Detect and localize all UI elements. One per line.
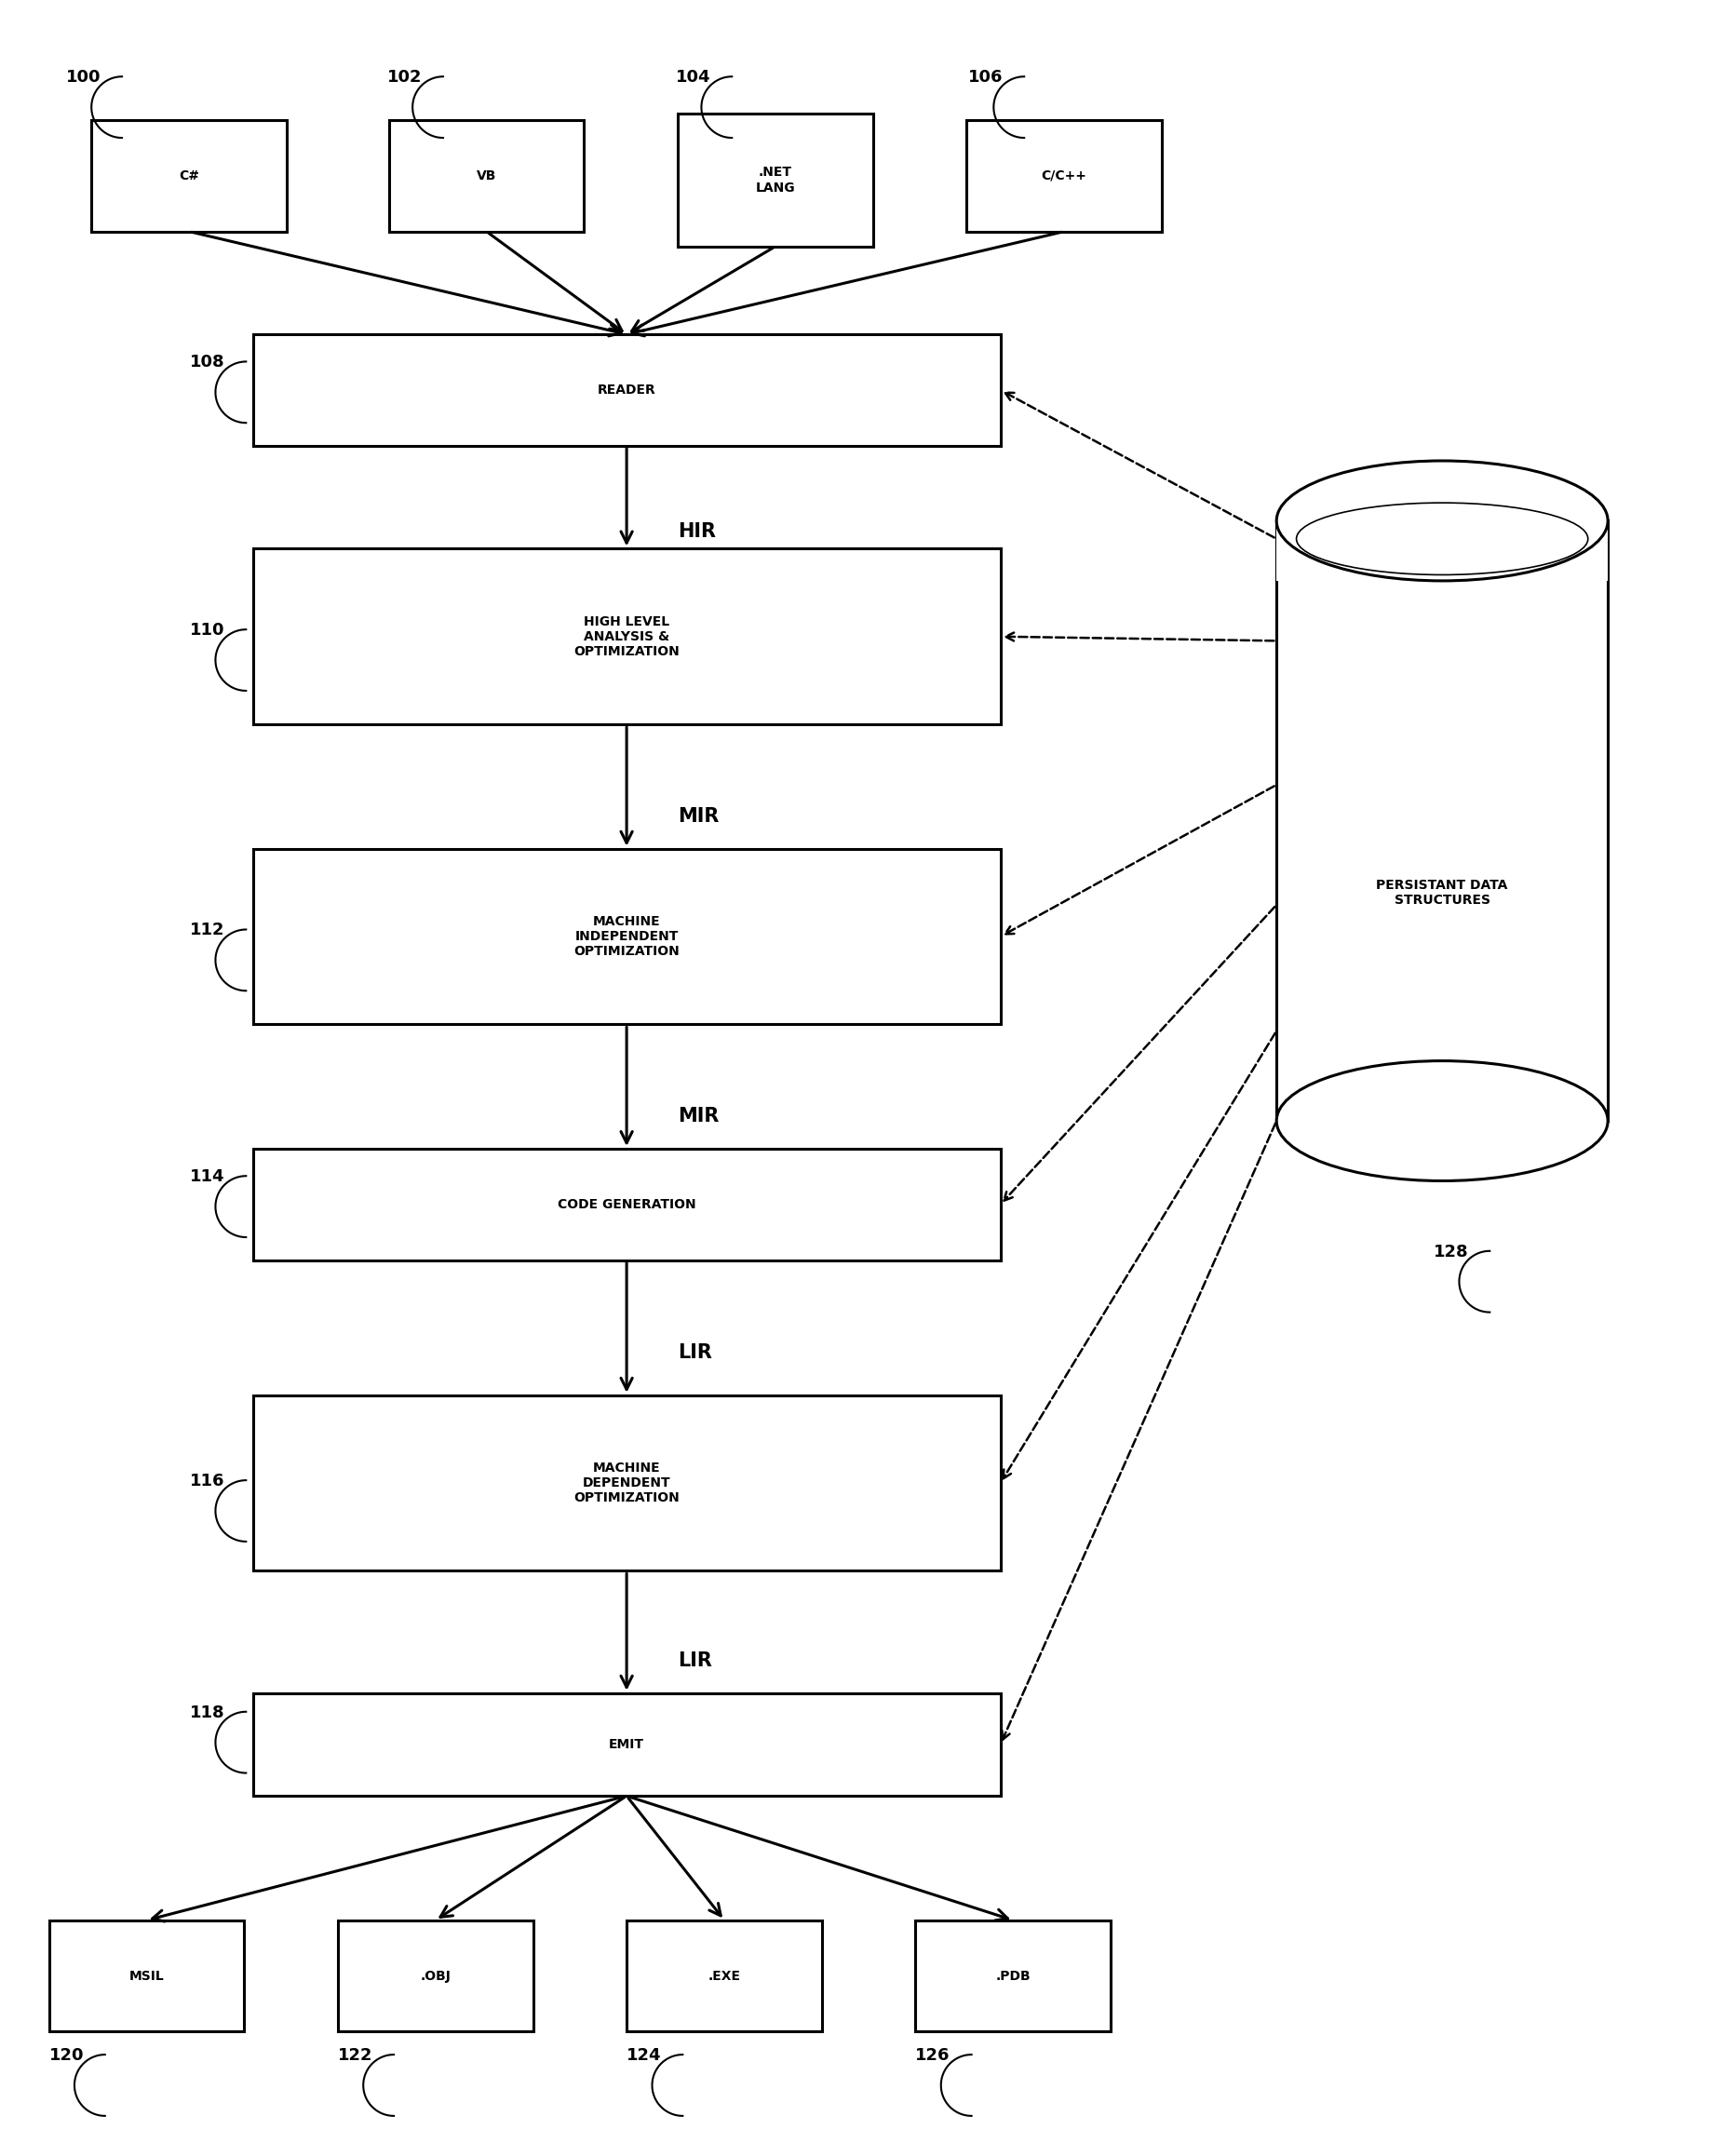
Text: 126: 126 [916, 2046, 950, 2063]
Bar [253, 548, 1000, 724]
Text: 122: 122 [337, 2046, 373, 2063]
Text: LIR: LIR [678, 1651, 712, 1671]
Text: LIR: LIR [678, 1343, 712, 1363]
Text: 116: 116 [190, 1473, 224, 1490]
Text: 120: 120 [50, 2046, 84, 2063]
Bar [253, 334, 1000, 446]
Text: 108: 108 [190, 354, 224, 371]
Text: 100: 100 [67, 69, 101, 86]
Text: MIR: MIR [678, 806, 719, 826]
Text: HIR: HIR [678, 522, 716, 541]
Text: .EXE: .EXE [709, 1968, 741, 1984]
Text: HIGH LEVEL
ANALYSIS &
OPTIMIZATION: HIGH LEVEL ANALYSIS & OPTIMIZATION [574, 614, 680, 658]
Bar [916, 1921, 1111, 2031]
Text: 110: 110 [190, 621, 224, 638]
Bar [337, 1921, 532, 2031]
Bar [253, 1395, 1000, 1572]
Text: PERSISTANT DATA
STRUCTURES: PERSISTANT DATA STRUCTURES [1376, 880, 1508, 908]
Text: EMIT: EMIT [609, 1738, 644, 1751]
Text: .NET
LANG: .NET LANG [755, 166, 794, 194]
Text: VB: VB [476, 170, 496, 183]
Text: 118: 118 [190, 1703, 224, 1720]
Bar [253, 1692, 1000, 1796]
Text: .OBJ: .OBJ [419, 1968, 450, 1984]
Text: 128: 128 [1433, 1244, 1469, 1259]
Text: 106: 106 [969, 69, 1003, 86]
Bar [1277, 461, 1608, 580]
Bar [50, 1921, 245, 2031]
Bar [253, 849, 1000, 1024]
Bar [1277, 522, 1608, 1121]
Text: 104: 104 [676, 69, 710, 86]
Bar [967, 121, 1162, 231]
Text: 112: 112 [190, 923, 224, 938]
Bar [91, 121, 288, 231]
Text: 124: 124 [627, 2046, 661, 2063]
Text: CODE GENERATION: CODE GENERATION [558, 1199, 695, 1212]
Text: MACHINE
INDEPENDENT
OPTIMIZATION: MACHINE INDEPENDENT OPTIMIZATION [574, 914, 680, 957]
Bar [253, 1149, 1000, 1259]
Text: 114: 114 [190, 1169, 224, 1186]
Text: C/C++: C/C++ [1041, 170, 1087, 183]
Text: MSIL: MSIL [128, 1968, 164, 1984]
Bar [678, 114, 873, 246]
Bar [627, 1921, 822, 2031]
Text: .PDB: .PDB [996, 1968, 1031, 1984]
Text: 102: 102 [387, 69, 421, 86]
Ellipse shape [1277, 461, 1608, 580]
Text: C#: C# [178, 170, 199, 183]
Text: MIR: MIR [678, 1108, 719, 1125]
Ellipse shape [1277, 1061, 1608, 1181]
Text: READER: READER [597, 384, 656, 397]
Text: MACHINE
DEPENDENT
OPTIMIZATION: MACHINE DEPENDENT OPTIMIZATION [574, 1462, 680, 1505]
Bar [389, 121, 584, 231]
